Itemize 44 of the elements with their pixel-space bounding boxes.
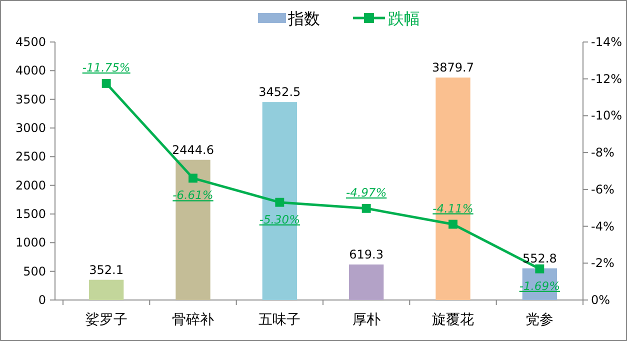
x-tick-label: 五味子 bbox=[258, 312, 301, 328]
x-tick-label: 厚朴 bbox=[352, 312, 380, 328]
y-tick-label: 3000 bbox=[15, 121, 46, 135]
legend-label: 指数 bbox=[287, 9, 320, 28]
data-label: 3452.5 bbox=[258, 85, 301, 100]
point bbox=[448, 220, 458, 229]
data-label: 2444.6 bbox=[172, 142, 214, 157]
data-label: -4.11% bbox=[432, 201, 474, 216]
y2-tick-label: -10% bbox=[591, 108, 622, 123]
y2-tick-label: -2% bbox=[591, 256, 614, 270]
data-label: 3879.7 bbox=[432, 60, 474, 75]
y-tick-label: 4000 bbox=[15, 64, 46, 78]
y2-tick-label: -6% bbox=[591, 182, 614, 196]
y-tick-label: 3500 bbox=[15, 92, 46, 106]
point bbox=[102, 78, 111, 88]
point bbox=[188, 174, 198, 183]
data-label: -4.97% bbox=[346, 185, 387, 200]
bar bbox=[89, 280, 124, 300]
y-tick-label: 2500 bbox=[15, 150, 46, 164]
x-tick-label: 旋覆花 bbox=[432, 312, 474, 328]
data-label: 352.1 bbox=[89, 262, 124, 277]
y-tick-label: 500 bbox=[23, 264, 46, 278]
y-tick-label: 1500 bbox=[15, 207, 46, 221]
data-label: 552.8 bbox=[522, 251, 557, 266]
x-tick-label: 党参 bbox=[526, 312, 554, 328]
legend-label: 跌幅 bbox=[388, 9, 420, 28]
y-tick-label: 0 bbox=[38, 293, 46, 307]
point bbox=[362, 204, 371, 213]
y-tick-label: 1000 bbox=[15, 236, 46, 250]
data-label: 619.3 bbox=[349, 247, 384, 262]
x-tick-label: 骨碎补 bbox=[172, 312, 214, 328]
point bbox=[535, 264, 544, 274]
y-tick-label: 2000 bbox=[15, 178, 46, 192]
x-tick-label: 娑罗子 bbox=[85, 312, 128, 328]
point bbox=[275, 198, 284, 207]
data-label: -6.61% bbox=[172, 188, 214, 202]
y2-tick-label: -12% bbox=[591, 72, 622, 86]
data-label: -11.75% bbox=[82, 60, 130, 74]
y2-tick-label: -14% bbox=[591, 35, 622, 49]
y2-tick-label: -4% bbox=[591, 219, 614, 234]
bar bbox=[349, 264, 384, 300]
y-tick-label: 4500 bbox=[15, 35, 46, 49]
y2-tick-label: -8% bbox=[591, 146, 614, 160]
y2-tick-label: 0% bbox=[591, 293, 610, 307]
